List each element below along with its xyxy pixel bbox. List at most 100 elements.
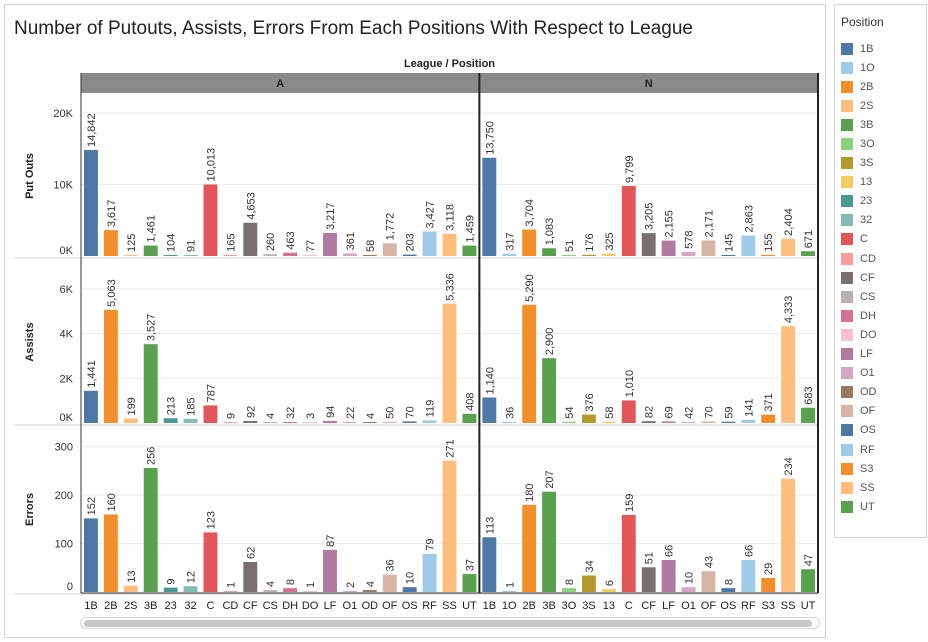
bar-n-3b-putouts [542,248,557,256]
bar-value-label: 8 [564,579,576,585]
legend[interactable]: Position 1B 1O 2B 2S 3B 3O 3S 13 23 32 C CD CF CS DH DO… [834,4,927,538]
legend-item-3o[interactable]: 3O [841,134,877,153]
legend-item-lf[interactable]: LF [841,345,877,364]
legend-item-ss[interactable]: SS [841,478,877,497]
league-header-a: A [276,78,284,90]
bar-value-label: 408 [464,393,476,411]
x-tick-label: 1B [483,600,496,612]
legend-item-cd[interactable]: CD [841,249,877,268]
bar-value-label: 3,617 [106,200,118,228]
bar-value-label: 578 [684,231,696,249]
bar-n-cf-errors [641,567,656,592]
bar-a-os-errors [402,587,417,592]
legend-item-cs[interactable]: CS [841,287,877,306]
bar-value-label: 79 [425,538,437,550]
legend-item-32[interactable]: 32 [841,211,877,230]
bar-value-label: 10,013 [205,148,217,182]
legend-item-13[interactable]: 13 [841,173,877,192]
header-label: League / Position [404,58,495,70]
legend-item-3b[interactable]: 3B [841,115,877,134]
legend-item-od[interactable]: OD [841,383,877,402]
legend-label: 3B [860,118,874,131]
bar-a-32-assists [183,418,198,423]
legend-item-do[interactable]: DO [841,325,877,344]
bar-value-label: 234 [783,457,795,475]
legend-item-of[interactable]: OF [841,402,877,421]
legend-label: RF [860,443,875,456]
bar-value-label: 2,404 [783,208,795,236]
legend-item-rf[interactable]: RF [841,440,877,459]
legend-item-23[interactable]: 23 [841,192,877,211]
bar-value-label: 1,772 [385,213,397,241]
legend-label: 23 [860,195,873,208]
x-tick-label: RF [741,600,756,612]
legend-item-dh[interactable]: DH [841,306,877,325]
bar-value-label: 260 [265,233,277,251]
bar-value-label: 94 [325,406,337,418]
bar-value-label: 4 [265,581,277,587]
bar-n-13-assists [601,421,616,423]
x-tick-label: 2S [124,600,137,612]
horizontal-scrollbar[interactable] [80,617,820,629]
bar-value-label: 185 [186,398,198,416]
bar-value-label: 125 [126,234,138,252]
legend-swatch [841,157,853,170]
y-tick-label: 0 [67,581,73,593]
bar-n-s3-assists [761,414,776,423]
bar-value-label: 165 [225,233,237,251]
legend-item-2b[interactable]: 2B [841,77,877,96]
bar-value-label: 376 [584,393,596,411]
legend-item-1o[interactable]: 1O [841,58,877,77]
legend-item-os[interactable]: OS [841,421,877,440]
bar-value-label: 1,441 [86,360,98,388]
legend-item-cf[interactable]: CF [841,268,877,287]
bar-a-rf-putouts [422,231,437,256]
y-tick-label: 200 [55,490,73,502]
bar-n-o1-errors [681,587,696,592]
legend-label: S3 [860,462,874,475]
legend-item-3s[interactable]: 3S [841,154,877,173]
legend-item-c[interactable]: C [841,230,877,249]
bar-a-of-assists [382,421,397,423]
scrollbar-thumb[interactable] [84,620,812,627]
bar-value-label: 32 [285,407,297,419]
x-tick-label: SS [781,600,796,612]
bar-a-os-putouts [402,254,417,256]
legend-swatch [841,367,853,380]
legend-item-1b[interactable]: 1B [841,39,877,58]
x-tick-label: 13 [603,600,615,612]
measure-label-putouts: Put Outs [24,153,36,199]
bar-value-label: 113 [484,517,496,535]
x-tick-label: CF [243,600,258,612]
bar-value-label: 51 [644,552,656,564]
bar-a-1b-errors [84,518,98,592]
legend-label: DO [860,328,877,341]
legend-item-o1[interactable]: O1 [841,364,877,383]
bar-value-label: 2,863 [743,205,755,233]
legend-item-ut[interactable]: UT [841,497,877,516]
bar-n-ut-errors [801,569,815,592]
legend-title: Position [841,15,884,29]
x-tick-label: 1O [502,600,517,612]
bar-n-of-assists [701,421,716,423]
x-tick-label: UT [462,600,477,612]
bar-value-label: 3,704 [524,199,536,227]
bar-n-1b-assists [482,397,497,423]
bar-value-label: 176 [584,233,596,251]
legend-label: 32 [860,214,873,227]
legend-item-2s[interactable]: 2S [841,96,877,115]
bar-n-os-putouts [721,254,736,256]
bar-value-label: 47 [803,554,815,566]
bar-value-label: 213 [166,397,178,415]
bar-n-os-assists [721,421,736,423]
bar-value-label: 371 [763,393,775,411]
legend-label: 3S [860,157,874,170]
bar-a-3b-errors [143,468,158,592]
bar-n-1o-errors [502,591,517,592]
bar-a-o1-putouts [342,253,357,256]
x-tick-label: 3O [562,600,577,612]
bar-a-od-putouts [362,255,377,256]
legend-swatch [841,309,853,322]
bar-n-c-assists [621,400,636,423]
legend-item-s3[interactable]: S3 [841,459,877,478]
